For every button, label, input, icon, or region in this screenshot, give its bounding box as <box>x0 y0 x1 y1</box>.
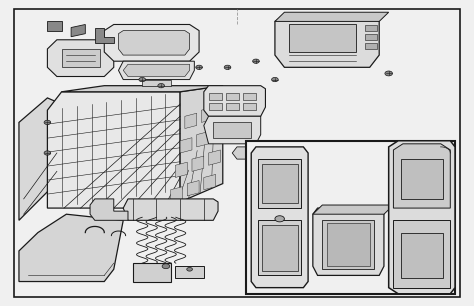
Circle shape <box>139 77 146 82</box>
Bar <box>401 233 443 278</box>
Polygon shape <box>389 141 455 294</box>
Bar <box>365 43 377 49</box>
Polygon shape <box>192 156 204 171</box>
Circle shape <box>272 77 278 82</box>
Bar <box>365 34 377 40</box>
Polygon shape <box>175 162 187 177</box>
Polygon shape <box>187 181 199 196</box>
Polygon shape <box>19 214 123 282</box>
Polygon shape <box>180 138 192 153</box>
Polygon shape <box>104 24 199 61</box>
Circle shape <box>44 151 51 155</box>
Bar <box>246 141 455 294</box>
Bar <box>142 80 171 86</box>
Polygon shape <box>47 92 180 208</box>
Bar <box>62 49 100 67</box>
Bar <box>243 93 256 100</box>
Polygon shape <box>171 187 182 202</box>
Polygon shape <box>313 205 393 214</box>
Circle shape <box>162 264 170 269</box>
Polygon shape <box>201 107 213 122</box>
Polygon shape <box>204 174 216 190</box>
Polygon shape <box>393 220 450 288</box>
Polygon shape <box>204 86 265 116</box>
Bar <box>401 159 443 199</box>
Bar <box>213 122 251 138</box>
Polygon shape <box>19 98 62 220</box>
Circle shape <box>158 84 164 88</box>
Polygon shape <box>47 21 62 31</box>
Polygon shape <box>213 125 225 141</box>
Polygon shape <box>275 15 379 67</box>
Polygon shape <box>71 24 85 37</box>
Circle shape <box>187 267 192 271</box>
Polygon shape <box>118 31 190 55</box>
Polygon shape <box>209 150 220 165</box>
Bar <box>209 103 222 110</box>
Polygon shape <box>218 101 230 116</box>
Bar <box>262 164 298 203</box>
Circle shape <box>385 71 392 76</box>
Bar <box>289 24 356 52</box>
Circle shape <box>44 120 51 125</box>
Bar <box>209 93 222 100</box>
Polygon shape <box>123 64 190 76</box>
Polygon shape <box>275 12 389 21</box>
Polygon shape <box>197 132 209 147</box>
Bar <box>365 25 377 31</box>
Polygon shape <box>62 86 223 92</box>
Polygon shape <box>232 147 261 159</box>
Polygon shape <box>95 28 114 43</box>
Polygon shape <box>393 144 450 208</box>
Polygon shape <box>118 61 194 80</box>
Bar <box>226 103 239 110</box>
Polygon shape <box>90 199 128 220</box>
Bar <box>327 223 370 266</box>
Bar <box>258 220 301 275</box>
Polygon shape <box>123 199 218 220</box>
Circle shape <box>196 65 202 69</box>
Polygon shape <box>185 113 197 129</box>
Polygon shape <box>265 147 280 153</box>
Polygon shape <box>204 116 261 144</box>
Circle shape <box>224 65 231 69</box>
Bar <box>226 93 239 100</box>
Bar <box>258 159 301 208</box>
Bar <box>243 103 256 110</box>
Circle shape <box>275 216 284 222</box>
Polygon shape <box>313 208 384 275</box>
Polygon shape <box>251 147 308 288</box>
Bar <box>175 266 204 278</box>
Bar <box>133 263 171 282</box>
Bar <box>322 220 374 269</box>
Polygon shape <box>47 40 114 76</box>
Circle shape <box>253 59 259 63</box>
Polygon shape <box>166 86 223 208</box>
Bar <box>262 225 298 271</box>
